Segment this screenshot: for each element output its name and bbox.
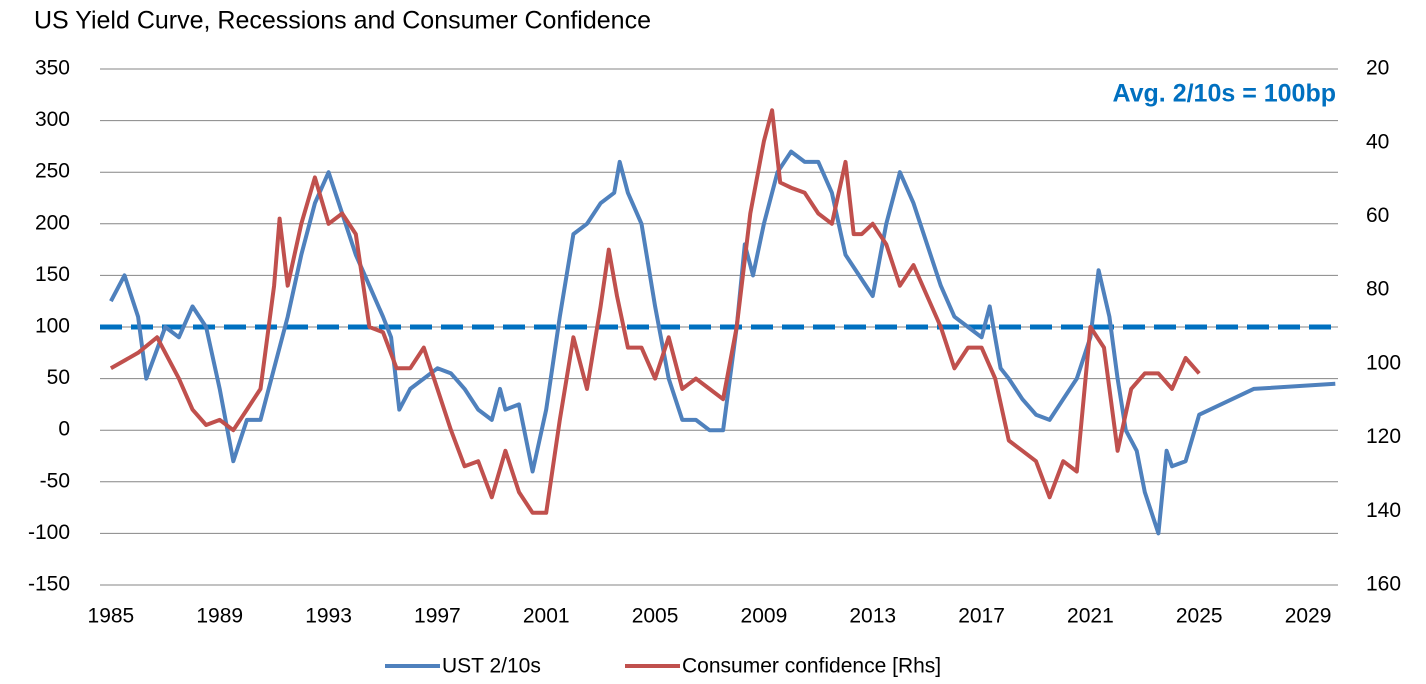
x-tick-label: 2001 xyxy=(523,605,570,628)
x-tick-label: 1993 xyxy=(305,605,352,628)
y-tick-label: 200 xyxy=(35,211,70,234)
y2-tick-label: 80 xyxy=(1366,278,1389,301)
annotation: Avg. 2/10s = 100bp xyxy=(1113,80,1337,108)
chart-title: US Yield Curve, Recessions and Consumer … xyxy=(34,7,651,35)
y-tick-label: 150 xyxy=(35,263,70,286)
y-tick-label: 50 xyxy=(47,366,70,389)
legend-label: UST 2/10s xyxy=(442,655,541,678)
y-tick-label: 0 xyxy=(58,418,70,441)
x-tick-label: 2021 xyxy=(1067,605,1114,628)
y-tick-label: -150 xyxy=(28,573,70,596)
x-tick-label: 2025 xyxy=(1176,605,1223,628)
y2-tick-label: 140 xyxy=(1366,499,1401,522)
y-tick-label: 100 xyxy=(35,315,70,338)
y2-tick-label: 40 xyxy=(1366,130,1389,153)
y-tick-label: 350 xyxy=(35,57,70,80)
y-tick-label: -50 xyxy=(40,469,70,492)
x-tick-label: 2029 xyxy=(1285,605,1332,628)
y2-tick-label: 20 xyxy=(1366,57,1389,80)
y2-tick-label: 120 xyxy=(1366,425,1401,448)
y2-tick-label: 160 xyxy=(1366,573,1401,596)
x-tick-label: 2013 xyxy=(849,605,896,628)
x-tick-label: 1989 xyxy=(196,605,243,628)
x-tick-label: 2005 xyxy=(632,605,679,628)
y2-tick-label: 100 xyxy=(1366,351,1401,374)
x-tick-label: 2009 xyxy=(741,605,788,628)
y-tick-label: -100 xyxy=(28,521,70,544)
legend-label: Consumer confidence [Rhs] xyxy=(682,655,941,678)
y-tick-label: 300 xyxy=(35,108,70,131)
series-line xyxy=(109,149,1336,536)
x-tick-label: 1997 xyxy=(414,605,461,628)
x-tick-label: 2017 xyxy=(958,605,1005,628)
series-line xyxy=(109,108,1201,515)
x-tick-label: 1985 xyxy=(88,605,135,628)
y2-tick-label: 60 xyxy=(1366,204,1389,227)
y-tick-label: 250 xyxy=(35,160,70,183)
